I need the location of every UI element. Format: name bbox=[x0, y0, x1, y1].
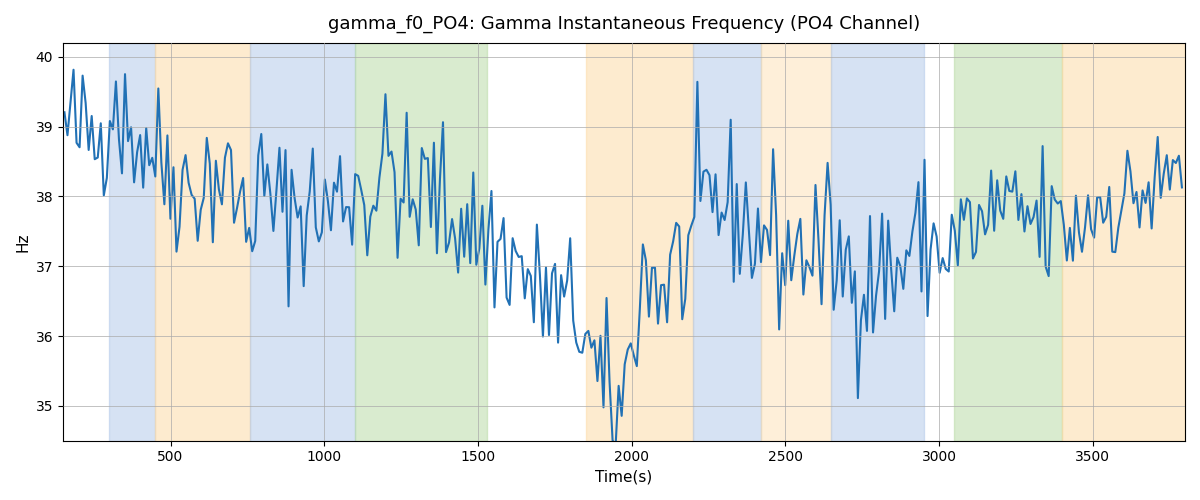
Bar bbox=[155, 43, 251, 440]
Bar bbox=[832, 43, 924, 440]
Bar bbox=[1062, 43, 1186, 440]
Bar bbox=[109, 43, 155, 440]
Y-axis label: Hz: Hz bbox=[16, 232, 30, 252]
Bar bbox=[586, 43, 694, 440]
Bar bbox=[761, 43, 832, 440]
Bar bbox=[355, 43, 487, 440]
Bar bbox=[954, 43, 1062, 440]
Title: gamma_f0_PO4: Gamma Instantaneous Frequency (PO4 Channel): gamma_f0_PO4: Gamma Instantaneous Freque… bbox=[328, 15, 920, 34]
X-axis label: Time(s): Time(s) bbox=[595, 470, 653, 485]
Bar bbox=[251, 43, 355, 440]
Bar bbox=[694, 43, 761, 440]
